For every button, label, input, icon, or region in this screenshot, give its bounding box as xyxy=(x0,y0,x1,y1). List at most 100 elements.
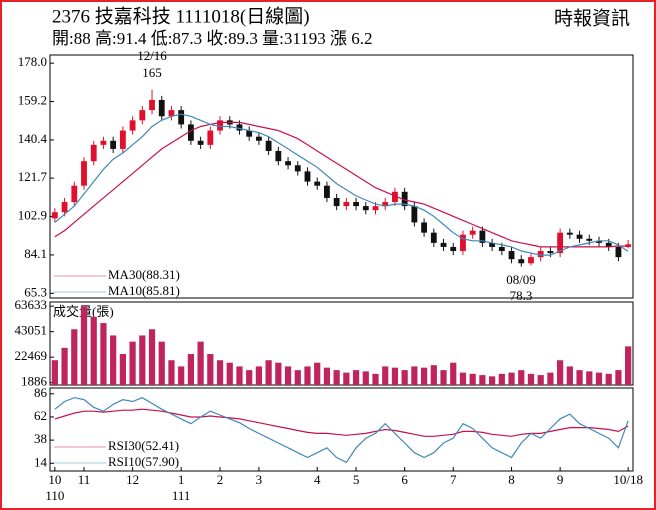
bar xyxy=(547,372,554,385)
candle-body xyxy=(110,140,117,149)
candle-body xyxy=(362,206,369,211)
bar xyxy=(420,367,428,385)
candle-body xyxy=(498,246,505,252)
candle-body xyxy=(217,120,223,131)
bar xyxy=(110,335,117,385)
x-tick-label: 11 xyxy=(78,472,91,487)
bar xyxy=(411,366,418,385)
candle-body xyxy=(460,234,466,252)
x-tick-label: 2 xyxy=(217,472,224,487)
candle-body xyxy=(547,251,554,254)
candle-body xyxy=(430,232,437,243)
candle-body xyxy=(508,251,515,260)
series-line xyxy=(54,397,629,464)
candle-body xyxy=(372,206,379,211)
bar xyxy=(178,366,185,385)
bar xyxy=(216,360,224,385)
bar xyxy=(440,370,447,385)
candle-body xyxy=(625,244,632,247)
bar xyxy=(304,366,311,385)
bar xyxy=(284,366,292,385)
chart-title: 2376 技嘉科技 1111018(日線圖) xyxy=(52,5,310,27)
summary: 開:88 高:91.4 低:87.3 收:89.3 量:31193 漲 6.2 xyxy=(52,29,373,48)
candle-body xyxy=(207,130,214,145)
bar xyxy=(207,354,214,385)
legend-label: RSI10(57.90) xyxy=(108,454,179,469)
bar xyxy=(265,360,272,385)
candle-body xyxy=(119,130,126,149)
x-tick-label: 12 xyxy=(126,472,139,487)
bar xyxy=(129,341,136,385)
y-tick-label: 63633 xyxy=(15,297,48,312)
candle-body xyxy=(100,140,107,145)
candle-body xyxy=(528,257,534,264)
bar xyxy=(148,329,156,385)
candle-body xyxy=(566,232,573,235)
x-tick-label: 6 xyxy=(401,472,408,487)
candle-body xyxy=(187,124,194,141)
bar xyxy=(226,362,233,385)
candle-body xyxy=(51,212,58,219)
bar xyxy=(498,373,505,385)
bar xyxy=(255,366,263,385)
bar xyxy=(314,362,321,385)
bar xyxy=(90,316,97,385)
candle-body xyxy=(479,230,486,243)
bar xyxy=(343,372,350,385)
bar xyxy=(197,341,204,385)
candle-body xyxy=(440,242,447,247)
bar xyxy=(469,373,476,385)
candle-body xyxy=(275,150,282,162)
candle-body xyxy=(129,120,136,131)
y-tick-label: 140.4 xyxy=(18,131,48,146)
y-tick-label: 121.7 xyxy=(18,169,48,184)
candle-body xyxy=(178,110,185,125)
bar xyxy=(372,373,379,385)
bar xyxy=(391,367,399,385)
x-tick-label: 10 xyxy=(48,472,61,487)
bar xyxy=(557,360,564,385)
candle-body xyxy=(90,144,97,162)
x-tick-label: 3 xyxy=(256,472,263,487)
bar xyxy=(236,366,243,385)
bar xyxy=(479,375,486,385)
y-tick-label: 84.1 xyxy=(24,246,47,261)
bar xyxy=(51,360,58,385)
candle-body xyxy=(353,202,359,207)
series-line xyxy=(54,408,629,437)
legend-label: MA10(85.81) xyxy=(108,283,180,298)
panel-frame xyxy=(49,54,634,299)
bar xyxy=(586,371,593,385)
bar xyxy=(430,365,437,385)
bar xyxy=(246,370,253,385)
y-tick-label: 22469 xyxy=(15,348,48,363)
bar xyxy=(61,347,68,385)
bar xyxy=(275,362,282,385)
candle-body xyxy=(450,246,457,252)
candle-body xyxy=(168,110,175,117)
candle-body xyxy=(392,191,398,203)
x-tick-label: 4 xyxy=(314,472,321,487)
y-tick-label: 43051 xyxy=(15,323,48,338)
y-tick-label: 178.0 xyxy=(18,54,47,69)
bar xyxy=(158,341,165,385)
panel-frame xyxy=(49,387,634,472)
source: 時報資訊 xyxy=(554,7,630,29)
bar xyxy=(119,354,126,385)
bar xyxy=(187,354,195,385)
candle-body xyxy=(343,202,350,207)
candle-body xyxy=(605,242,612,247)
bar xyxy=(615,370,622,385)
candle-body xyxy=(333,197,340,207)
candle-body xyxy=(246,130,253,137)
bar xyxy=(71,329,78,385)
legend-label: MA30(88.31) xyxy=(108,267,180,282)
bar xyxy=(508,372,515,385)
panel-frame xyxy=(49,301,634,386)
y-tick-label: 1886 xyxy=(21,374,48,389)
legend-label: RSI30(52.41) xyxy=(108,438,179,453)
candle-body xyxy=(236,124,243,131)
candle-body xyxy=(411,206,418,223)
